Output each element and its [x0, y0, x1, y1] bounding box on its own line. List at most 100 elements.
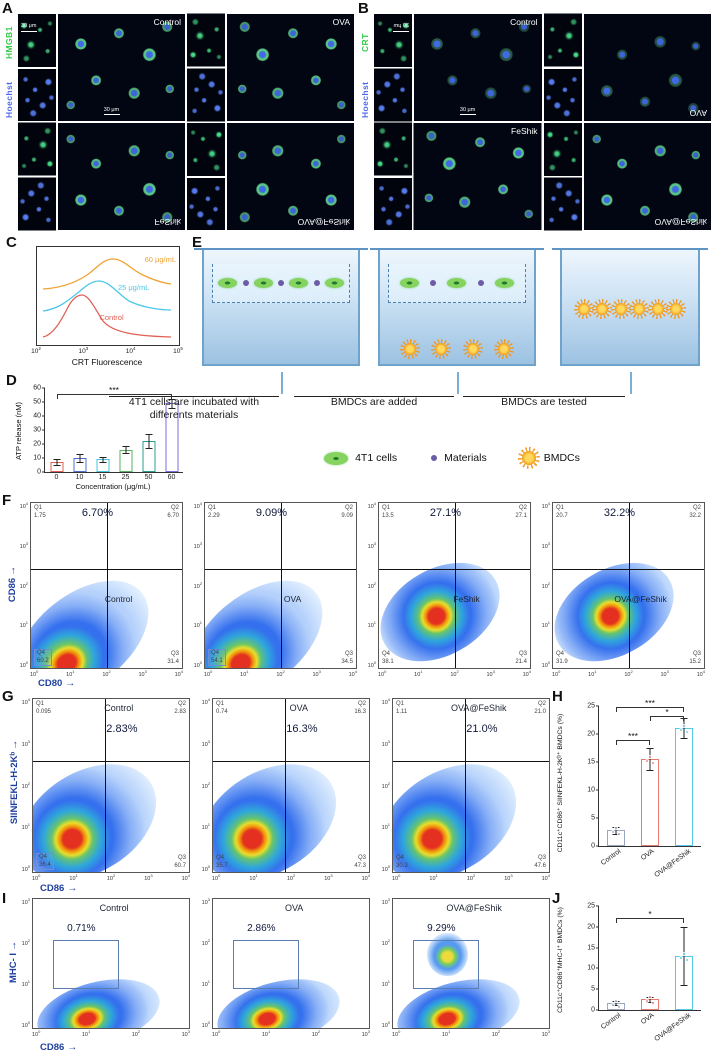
y-tick-label: 20	[33, 440, 41, 448]
x-tick-label: 104	[696, 669, 705, 678]
quadrant-name: Q4	[382, 651, 391, 657]
x-axis-text: CD86	[40, 1042, 65, 1053]
micro-merged-feshik: FeShik	[58, 123, 185, 230]
x-tick-label: 103	[138, 669, 147, 678]
quadrant-name: Q1	[216, 701, 225, 707]
condition-label: FeShik	[511, 126, 538, 136]
error-cap-bottom	[168, 407, 175, 409]
condition-label: OVA@FeShik	[451, 703, 507, 713]
quadrant-name: Q1	[382, 505, 391, 511]
panel-label-j: J	[552, 890, 561, 907]
x-axis-ticks: 100 101 102 103 104	[392, 873, 550, 884]
plot-area: Q1 2.29 Q2 9.09 Q3 34.5 Q4 54.1 9.09% OVA	[204, 502, 357, 669]
y-tick-mark	[596, 705, 599, 707]
y-tick-label: 100	[21, 864, 30, 873]
bmdc-scatter	[572, 264, 688, 354]
x-tick-label: 101	[414, 669, 423, 678]
y-tick-label: 100	[21, 1020, 30, 1029]
percentage-value: 0.71%	[67, 923, 96, 934]
y-tick-label: 103	[201, 738, 210, 748]
error-cap-bottom	[680, 985, 688, 987]
percentage-value: 27.1%	[429, 507, 462, 519]
quadrant-name: Q4	[216, 855, 225, 861]
error-cap-bottom	[646, 1001, 654, 1003]
x-tick-label: OVA	[639, 1012, 656, 1027]
y-tick-mark	[596, 761, 599, 763]
connector-line	[457, 372, 459, 394]
quadrant-name: Q3	[177, 855, 186, 861]
percentage-value: 9.09%	[255, 507, 288, 519]
quadrant-value: 31.4	[167, 658, 179, 665]
flow-plot-G3: 104 103 102 101 100 Q1 1.11 Q2 21.0 Q3 47.6 Q4 30.3 2…	[378, 697, 550, 884]
x-axis-ticks: 100 101 102 103 104	[552, 669, 705, 680]
y-tick-label: 101	[381, 822, 390, 832]
curve-60ugml	[42, 258, 172, 290]
x-axis-ticks: 100 101 102 103	[32, 1029, 190, 1040]
y-tick-label: 102	[381, 938, 390, 947]
quadrant-name: Q4	[211, 650, 220, 656]
significance-label: ***	[645, 698, 655, 709]
4t1-cell-icon	[447, 278, 467, 288]
y-tick-label: 15	[587, 944, 595, 952]
y-tick-label: 25	[587, 902, 595, 910]
quadrant-value: 31.9	[556, 658, 568, 665]
x-tick-label: 100	[392, 873, 401, 882]
bmdc-icon	[462, 339, 483, 359]
percentage-value: 16.3%	[286, 723, 318, 735]
quadrant-name: Q1	[36, 701, 45, 707]
quadrant-name: Q4	[39, 854, 48, 860]
percentage-value: 9.29%	[427, 923, 456, 934]
x-tick-label: 101	[240, 669, 249, 678]
y-tick-label: 60	[33, 384, 41, 392]
quadrant-value: 47.3	[354, 862, 366, 869]
quadrant-label-q2: Q2 21.0	[534, 701, 546, 716]
panel-label-d: D	[6, 372, 17, 389]
panel-label-a: A	[2, 0, 13, 17]
flow-plot-I3: 103 102 101 100 9.29% OVA@FeShik 100 101 102 103	[378, 897, 550, 1040]
bmdc-icon	[629, 299, 650, 319]
x-tick-label: 103	[660, 669, 669, 678]
error-bar	[79, 453, 80, 463]
histogram-curves	[42, 258, 172, 338]
y-tick-label: 20	[587, 730, 595, 738]
bmdc-icon	[592, 299, 613, 319]
panel-e-experiment-diagram: E	[109, 234, 712, 492]
quadrant-value: 9.09	[341, 512, 353, 519]
channel-stack	[543, 123, 582, 230]
percentage-value: 6.70%	[81, 507, 114, 519]
error-cap-bottom	[612, 833, 620, 835]
quadrant-label-q1: Q1 20.7	[556, 505, 568, 520]
micro-merged-feshik: FeShik	[414, 123, 542, 230]
data-point	[611, 830, 615, 835]
x-tick-label: OVA@FeShik	[653, 1012, 693, 1044]
error-cap-bottom	[99, 462, 106, 464]
quadrant-value: 32.2	[689, 512, 701, 519]
y-tick-label: 50	[33, 398, 41, 406]
micro-crt-ova	[543, 14, 582, 67]
y-tick-mark	[42, 457, 45, 459]
quadrant-name: Q2	[344, 505, 353, 511]
plot-area: 2.86% OVA	[212, 898, 370, 1029]
y-tick-mark	[596, 789, 599, 791]
quadrant-label-q1: Q1 0.095	[36, 701, 51, 716]
4t1-cell-icon	[324, 451, 349, 465]
quadrant-name: Q1	[556, 505, 565, 511]
error-bar	[102, 456, 103, 463]
panel-label-g: G	[2, 688, 14, 705]
flow-plot-I2: 103 102 101 100 2.86% OVA 100 101 102 103	[198, 897, 370, 1040]
plot-area: Q1 13.5 Q2 27.1 Q3 21.4 Q4 38.1 27.1% FeShik	[378, 502, 531, 669]
material-icon	[278, 280, 284, 286]
flow-plot-F2: 104 103 102 101 100 Q1 2.29 Q2 9.09 Q3 34.5 Q4 54.1 9…	[190, 501, 357, 680]
material-icon	[430, 280, 437, 286]
axis-arrow-icon	[65, 678, 75, 689]
x-tick-label: 104	[361, 873, 370, 882]
quadrant-line-horizontal	[393, 761, 549, 763]
x-tick-label: 104	[348, 669, 357, 678]
y-tick-label: 103	[21, 897, 30, 906]
y-axis-text: MHC- I	[7, 952, 19, 984]
y-tick-label: 100	[381, 864, 390, 873]
y-tick-label: 103	[381, 897, 390, 906]
y-tick-label: 10	[33, 454, 41, 462]
error-bar	[615, 826, 617, 834]
quadrant-name: Q1	[208, 505, 217, 511]
